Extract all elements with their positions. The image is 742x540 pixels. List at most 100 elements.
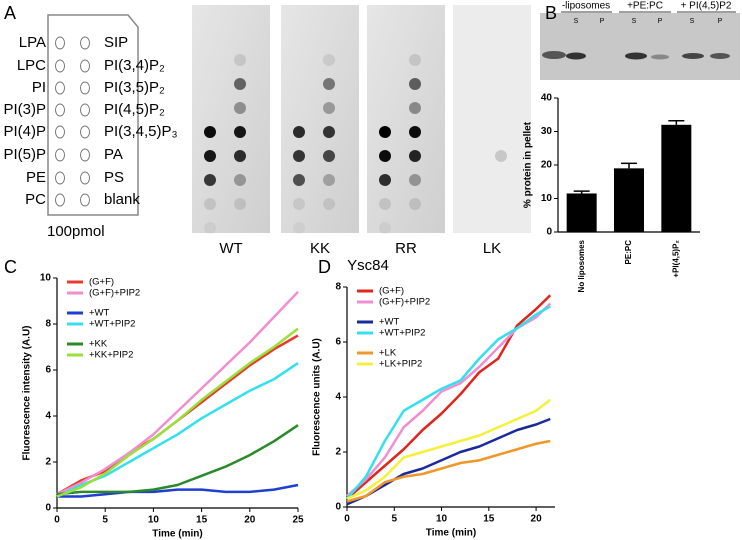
legend-label: +WT: [89, 308, 110, 319]
blot-spot: [409, 102, 421, 114]
blot-spot: [204, 174, 216, 186]
gel-lane: P: [718, 18, 723, 25]
x-tick-label: 5: [102, 515, 108, 526]
lipid-label: PI(3,5)P₂: [104, 79, 165, 96]
gel-lane: P: [658, 18, 663, 25]
strip-spot: [80, 59, 90, 73]
y-axis-label: Fluorescence units (A.U): [312, 338, 323, 456]
series-line: [346, 398, 552, 500]
lipid-label: LPA: [19, 34, 46, 51]
series-line: [346, 417, 551, 506]
y-tick-label: 8: [335, 282, 341, 293]
y-axis-label: % protein in pellet: [523, 121, 534, 208]
blot-spot: [293, 198, 305, 210]
x-tick-label: 20: [531, 514, 543, 525]
gel-group: + PI(4,5)P2: [681, 1, 732, 12]
bar: [661, 124, 692, 232]
strip-spot: [55, 36, 65, 50]
gel-band: [542, 51, 566, 59]
lipid-label: LPC: [17, 57, 46, 74]
gel-header-bg: [540, 0, 740, 13]
x-tick-label: 25: [292, 515, 304, 526]
x-tick-label: 0: [54, 515, 60, 526]
lipid-label: PI: [32, 79, 46, 96]
panel-label: D: [318, 257, 331, 277]
lipid-label: PI(5)P: [3, 146, 46, 163]
blot-image: [192, 5, 270, 233]
y-tick-label: 30: [541, 126, 553, 137]
blot-spot: [234, 54, 246, 66]
strip-spot: [55, 171, 65, 185]
legend-label: (G+F): [89, 277, 114, 288]
blot-spot: [204, 222, 216, 234]
strip-spot: [80, 193, 90, 207]
blot-spot: [323, 54, 335, 66]
blot-spot: [234, 198, 246, 210]
gel-band: [625, 52, 647, 60]
gel-lane: S: [632, 18, 637, 25]
blot-spot: [409, 174, 421, 186]
legend-label: (G+F): [379, 286, 404, 297]
blot-spot: [293, 150, 305, 162]
lipid-label: PI(3)P: [3, 101, 46, 118]
x-tick-label: 10: [436, 514, 448, 525]
gel-group: -liposomes: [562, 1, 610, 12]
x-tick-label: 20: [244, 515, 256, 526]
lipid-label: PI(4,5)P₂: [104, 101, 165, 118]
legend-label: +KK+PIP2: [89, 350, 133, 361]
legend-label: +WT: [379, 317, 400, 328]
blot-spot: [293, 222, 305, 234]
blot-image: [453, 5, 531, 233]
strip-outline: [47, 14, 139, 216]
blot-spot: [379, 174, 391, 186]
gel-band: [710, 53, 730, 59]
blot-spot: [495, 150, 507, 162]
blot-spot: [323, 174, 335, 186]
series-line: [346, 439, 551, 503]
blot-image: [281, 5, 359, 233]
strip-spot: [80, 81, 90, 95]
y-tick-label: 40: [541, 93, 553, 104]
strip-spot: [80, 148, 90, 162]
strip-spot: [80, 171, 90, 185]
y-tick-label: 8: [45, 319, 51, 330]
y-tick-label: 2: [45, 457, 51, 468]
blot-spot: [409, 78, 421, 90]
legend-label: +LK+PIP2: [379, 359, 422, 370]
blot-spot: [204, 198, 216, 210]
strip-spot: [55, 125, 65, 139]
series-line: [56, 327, 299, 498]
legend-label: +WT+PIP2: [379, 328, 425, 339]
bar: [566, 193, 597, 232]
blot-spot: [234, 102, 246, 114]
strip-spot: [80, 125, 90, 139]
blot-spot: [409, 126, 421, 138]
gel-lane: P: [600, 18, 605, 25]
gel-group: +PE:PC: [627, 1, 663, 12]
lipid-label: PE: [26, 169, 46, 186]
blot-spot: [204, 126, 216, 138]
blot-spot: [234, 78, 246, 90]
legend-label: +WT+PIP2: [89, 319, 135, 330]
lipid-label: PI(3,4)P₂: [104, 57, 165, 74]
blot-spot: [323, 78, 335, 90]
blot-spot: [204, 150, 216, 162]
lipid-label: PA: [104, 146, 123, 163]
blot-spot: [379, 222, 391, 234]
blot-protein: Ysc84: [347, 257, 389, 274]
y-tick-label: 10: [40, 273, 52, 284]
blot-image: [367, 5, 445, 233]
x-tick-label: No liposomes: [577, 239, 586, 292]
y-tick-label: 0: [546, 227, 552, 238]
gel-lane: S: [574, 18, 579, 25]
strip-spot: [80, 36, 90, 50]
y-tick-label: 4: [335, 392, 341, 403]
x-tick-label: 5: [391, 514, 397, 525]
y-tick-label: 0: [335, 502, 341, 513]
panel-label: C: [4, 257, 17, 277]
lipid-label: PC: [25, 191, 46, 208]
series-line: [56, 424, 299, 496]
strip-spot: [55, 81, 65, 95]
blot-spot: [234, 126, 246, 138]
